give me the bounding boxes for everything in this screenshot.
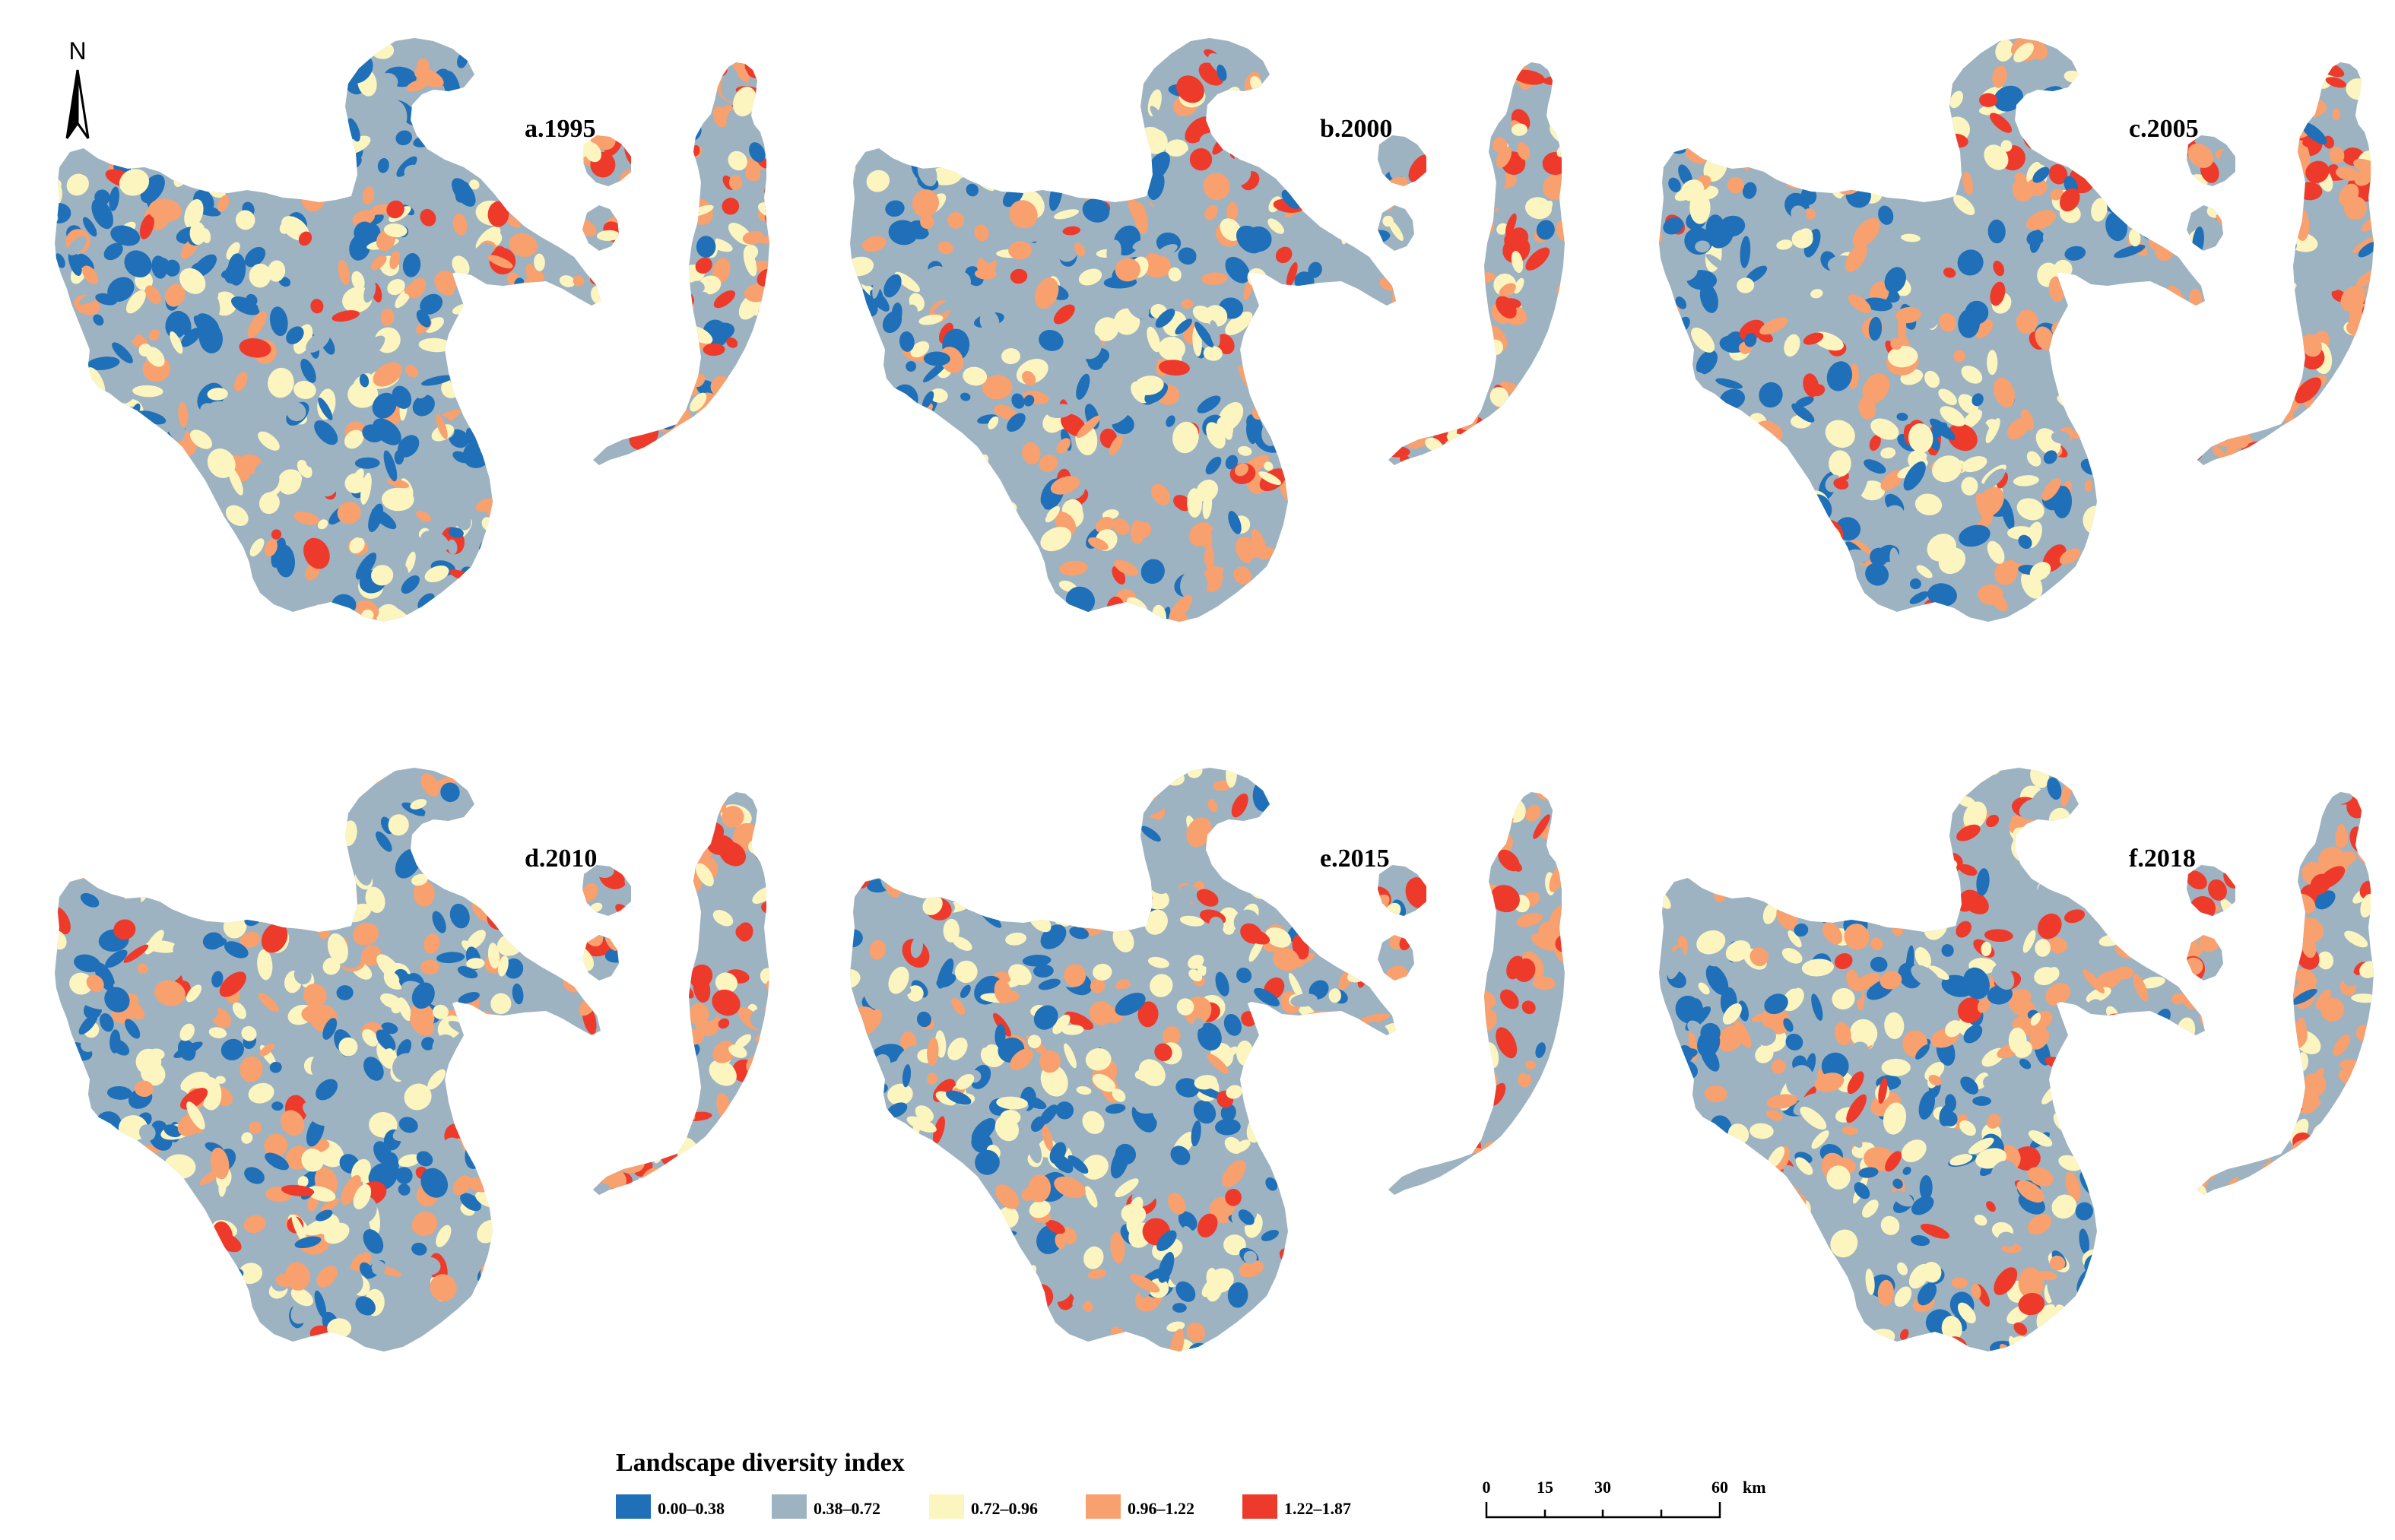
scale-tick-0: 0	[1483, 1478, 1491, 1497]
legend-label-2: 0.72–0.96	[971, 1499, 1038, 1518]
scale-tick-30: 30	[1594, 1478, 1611, 1497]
scale-bar: 0 15 30 60 km	[1483, 1478, 1766, 1519]
scale-unit: km	[1743, 1478, 1766, 1497]
map-panel-2005: c.2005	[1659, 38, 2374, 622]
legend-label-3: 0.96–1.22	[1128, 1499, 1194, 1518]
scale-tick-60: 60	[1711, 1478, 1728, 1497]
panel-label-1995: a.1995	[525, 115, 596, 143]
map-panels: a.1995 b.2000 c.2005 d.2010 e.2015 f.2018	[55, 38, 2374, 1351]
legend-swatch-2	[929, 1494, 964, 1519]
map-panel-2018: f.2018	[1659, 768, 2374, 1351]
legend-swatch-1	[772, 1494, 807, 1519]
map-panel-2010: d.2010	[55, 768, 769, 1351]
panel-label-2010: d.2010	[525, 844, 597, 873]
legend: Landscape diversity index 0.00–0.38 0.38–…	[616, 1449, 1351, 1519]
legend-title: Landscape diversity index	[616, 1449, 905, 1477]
panel-label-2015: e.2015	[1320, 844, 1390, 873]
panel-label-2005: c.2005	[2129, 115, 2199, 143]
scale-tick-15: 15	[1537, 1478, 1553, 1497]
legend-swatch-4	[1242, 1494, 1277, 1519]
legend-label-4: 1.22–1.87	[1284, 1499, 1351, 1518]
map-panel-2000: b.2000	[850, 38, 1565, 622]
map-panel-1995: a.1995	[55, 38, 769, 622]
legend-label-1: 0.38–0.72	[814, 1499, 880, 1518]
north-arrow-icon: N	[65, 37, 90, 139]
north-label: N	[68, 37, 86, 65]
panel-label-2000: b.2000	[1320, 115, 1392, 143]
map-panel-2015: e.2015	[850, 768, 1565, 1351]
legend-swatch-3	[1086, 1494, 1121, 1519]
legend-swatch-0	[616, 1494, 651, 1519]
panel-label-2018: f.2018	[2129, 844, 2196, 873]
legend-label-0: 0.00–0.38	[658, 1499, 725, 1518]
